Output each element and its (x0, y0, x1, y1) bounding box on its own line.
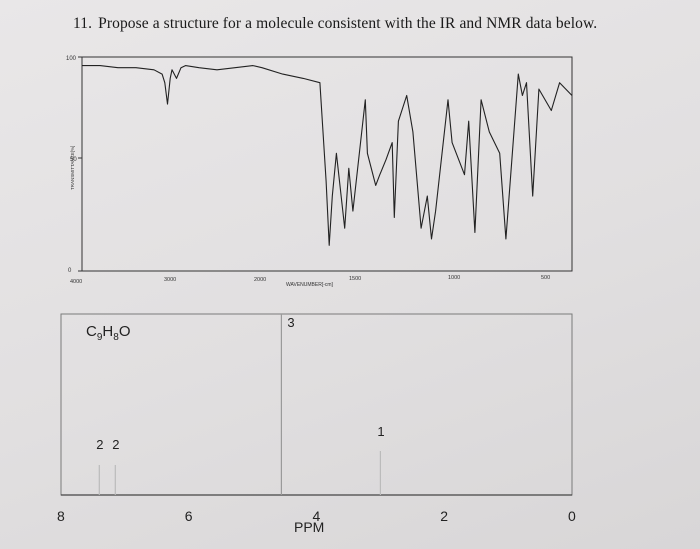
nmr-integration-label: 2 (112, 437, 119, 452)
ir-ylabel: TRANSMITTANCE[%] (70, 146, 75, 190)
nmr-xtick-label: 8 (57, 508, 65, 524)
question-text: Propose a structure for a molecule consi… (98, 15, 598, 32)
ir-xtick-1500: 1500 (349, 276, 361, 282)
ir-xtick-500: 500 (541, 275, 550, 281)
nmr-integration-label: 2 (96, 437, 103, 452)
nmr-integration-label: 3 (287, 315, 294, 330)
nmr-xlabel: PPM (294, 519, 324, 535)
nmr-xtick-label: 0 (568, 508, 576, 524)
ir-ytick-50: 50 (70, 157, 77, 163)
ir-spectrum: 100 50 0 TRANSMITTANCE[%] 4000 3000 2000… (66, 56, 573, 288)
ir-ytick-0: 0 (68, 268, 72, 274)
nmr-formula-sub-8: 8 (113, 332, 119, 343)
nmr-integration-label: 1 (377, 424, 384, 439)
nmr-formula-h: H (102, 323, 113, 340)
nmr-formula-o: O (119, 323, 131, 340)
nmr-formula-sub-9: 9 (97, 332, 103, 343)
ir-xtick-4000: 4000 (70, 279, 82, 285)
nmr-plot-frame (60, 313, 573, 496)
ir-trace (82, 65, 573, 246)
ir-ytick-100: 100 (66, 56, 77, 62)
ir-xtick-2000: 2000 (254, 277, 266, 283)
question-prompt: 11. Propose a structure for a molecule co… (73, 15, 597, 33)
nmr-formula: C9H8O (86, 323, 130, 343)
nmr-xticks: 8 6 4 2 0 (57, 508, 576, 524)
nmr-peaks: 2 2 3 1 (96, 314, 385, 495)
ir-xticks: 4000 3000 2000 1500 1000 500 (70, 275, 550, 285)
ir-xlabel: WAVENUMBER[-cm] (286, 282, 334, 288)
ir-xtick-3000: 3000 (164, 277, 176, 283)
ir-xtick-1000: 1000 (448, 275, 460, 281)
nmr-xtick-label: 2 (440, 508, 448, 524)
nmr-xtick-label: 4 (313, 508, 321, 524)
nmr-xtick-label: 6 (185, 508, 193, 524)
ir-plot-frame (81, 56, 573, 272)
question-number: 11. (73, 15, 93, 32)
